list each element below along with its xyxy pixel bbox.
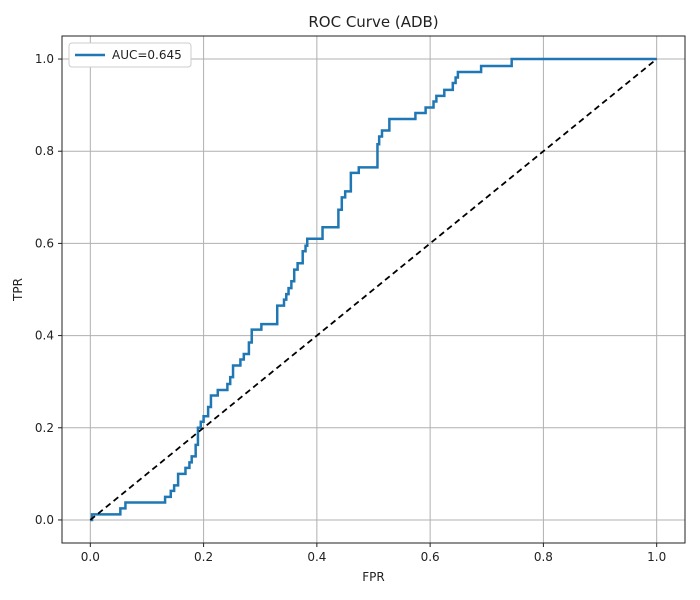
legend-box: [68, 42, 192, 68]
x-tick-label-0: 0.0: [81, 550, 100, 564]
y-tick-label-5: 1.0: [35, 52, 54, 66]
series-layer: [89, 57, 658, 522]
legend-label-auc: AUC=0.645: [112, 48, 182, 62]
plot-frame: [61, 35, 686, 544]
y-tick-label-3: 0.6: [35, 236, 54, 250]
chart-title: ROC Curve (ADB): [308, 13, 438, 31]
x-tick-label-1: 0.2: [194, 550, 213, 564]
x-axis-title: FPR: [362, 570, 384, 584]
roc-curve-line: [90, 57, 657, 522]
axis-ticks: 0.0 0.2 0.4 0.6 0.8 1.0 0.0 0.2 0.4 0.6 0.8 1.0: [35, 52, 666, 564]
legend: AUC=0.645: [68, 42, 192, 68]
y-tick-label-4: 0.8: [35, 144, 54, 158]
y-tick-label-1: 0.2: [35, 421, 54, 435]
x-tick-label-4: 0.8: [534, 550, 553, 564]
y-axis-title: TPR: [11, 278, 25, 302]
x-tick-label-3: 0.6: [421, 550, 440, 564]
y-tick-label-0: 0.0: [35, 513, 54, 527]
y-tick-label-2: 0.4: [35, 329, 54, 343]
x-tick-label-5: 1.0: [647, 550, 666, 564]
chance-diagonal-line: [89, 58, 658, 521]
x-tick-label-2: 0.4: [307, 550, 326, 564]
